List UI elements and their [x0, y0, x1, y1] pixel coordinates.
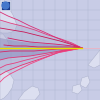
Polygon shape [0, 20, 82, 75]
Polygon shape [0, 70, 14, 100]
Polygon shape [80, 76, 90, 88]
Polygon shape [0, 0, 17, 33]
Circle shape [2, 2, 9, 9]
Polygon shape [0, 34, 9, 48]
Polygon shape [18, 86, 40, 100]
Polygon shape [0, 38, 82, 60]
Polygon shape [88, 50, 100, 68]
FancyBboxPatch shape [1, 1, 10, 10]
Polygon shape [72, 84, 82, 94]
